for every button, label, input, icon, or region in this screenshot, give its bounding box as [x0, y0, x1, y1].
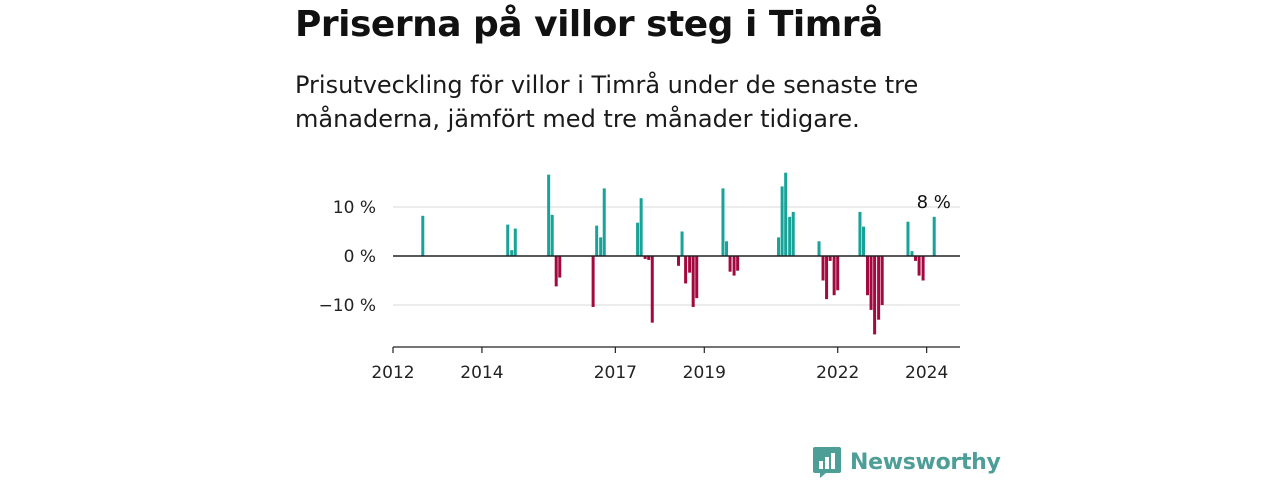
gridlines: [393, 206, 960, 306]
bar: [825, 256, 829, 300]
chart-subtitle: Prisutveckling för villor i Timrå under …: [295, 71, 919, 133]
bar: [910, 251, 914, 256]
bar: [550, 214, 554, 256]
bar: [777, 237, 781, 256]
bar: [914, 256, 918, 261]
x-tick-label: 2019: [683, 363, 726, 383]
bar: [732, 256, 736, 276]
bar: [836, 256, 840, 291]
bar: [861, 226, 865, 256]
axes: [392, 255, 960, 353]
bar: [869, 256, 873, 310]
bar: [513, 228, 517, 256]
y-tick-label: −10 %: [319, 296, 376, 316]
bar: [691, 256, 695, 307]
bar: [832, 256, 836, 296]
bar: [510, 250, 514, 256]
bar: [880, 256, 884, 305]
bar: [906, 221, 910, 256]
bar: [736, 256, 740, 271]
bar: [680, 231, 684, 256]
bar: [932, 216, 936, 256]
bar: [684, 256, 688, 284]
bar: [688, 256, 692, 273]
brand-name: Newsworthy: [850, 449, 1001, 475]
x-tick-label: 2022: [816, 363, 859, 383]
bar: [728, 256, 732, 272]
bar: [721, 188, 725, 256]
bar: [788, 216, 792, 256]
bar: [547, 174, 551, 256]
x-tick-label: 2014: [460, 363, 503, 383]
bar: [506, 224, 510, 256]
bar: [677, 256, 681, 266]
x-tick-label: 2017: [594, 363, 637, 383]
bar: [784, 172, 788, 256]
bar: [791, 211, 795, 256]
bar: [873, 256, 877, 335]
bar: [643, 256, 647, 259]
chart-title: Priserna på villor steg i Timrå: [295, 4, 883, 45]
bar: [877, 256, 881, 320]
bar: [558, 256, 562, 278]
bar: [421, 215, 425, 256]
bar-chart-speech-bubble-icon: [813, 447, 841, 478]
bar: [595, 225, 599, 256]
bar: [921, 256, 925, 281]
bar: [602, 188, 606, 256]
bars: [421, 172, 936, 335]
bar: [780, 186, 784, 256]
y-tick-label: 0 %: [344, 247, 376, 267]
x-tick-label: 2024: [905, 363, 948, 383]
bar: [858, 211, 862, 256]
bar: [828, 256, 832, 261]
bar-chart: 10 % 0 % −10 % 2012 2014 2017 2019 2022 2024 8 %: [319, 172, 960, 383]
bar: [599, 237, 603, 256]
bar: [591, 256, 595, 307]
brand-logo: Newsworthy: [812, 444, 1001, 480]
bar: [817, 241, 821, 256]
x-tick-label: 2012: [371, 363, 414, 383]
bar: [917, 256, 921, 276]
bar: [647, 256, 651, 260]
bar: [639, 198, 643, 256]
bar: [554, 256, 558, 287]
bar: [650, 256, 654, 323]
bar: [821, 256, 825, 281]
bar: [866, 256, 870, 296]
bar: [636, 222, 640, 256]
bar: [695, 256, 699, 299]
bar: [725, 241, 729, 256]
latest-value-annotation: 8 %: [917, 192, 951, 213]
tick-labels: 10 % 0 % −10 % 2012 2014 2017 2019 2022 2024 8 %: [319, 192, 951, 383]
y-tick-label: 10 %: [333, 198, 376, 218]
